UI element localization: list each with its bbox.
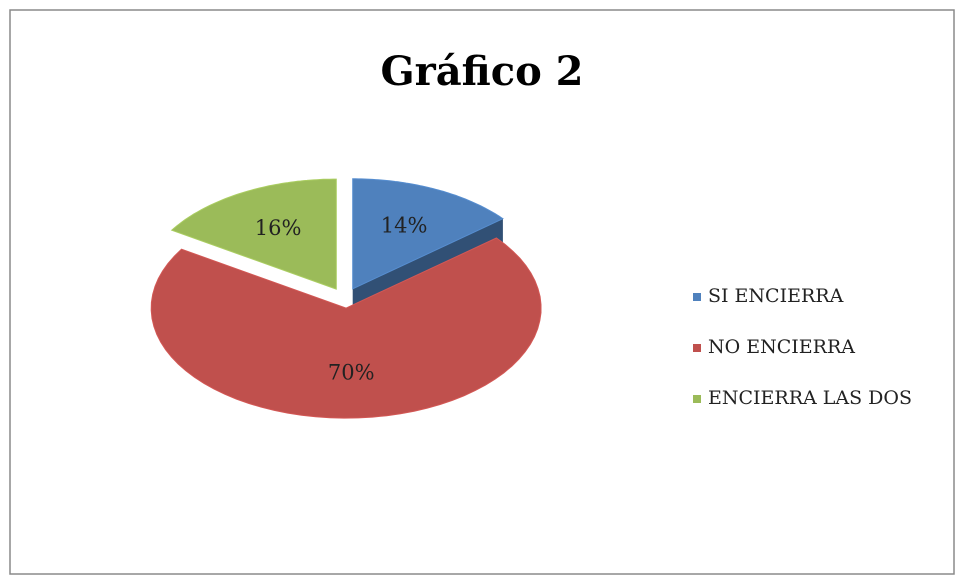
data-label: 14% xyxy=(381,214,428,238)
slice xyxy=(170,178,337,290)
legend-label: ENCIERRA LAS DOS xyxy=(708,387,912,409)
slice xyxy=(150,237,542,419)
chart-title: Gráfico 2 xyxy=(380,48,583,95)
legend-swatch xyxy=(693,344,701,352)
legend-swatch xyxy=(693,293,701,301)
legend-swatch xyxy=(693,395,701,403)
data-label: 16% xyxy=(255,216,302,240)
data-label: 70% xyxy=(328,361,375,385)
slice xyxy=(352,178,504,290)
legend-label: NO ENCIERRA xyxy=(708,336,855,358)
legend-label: SI ENCIERRA xyxy=(708,285,844,307)
